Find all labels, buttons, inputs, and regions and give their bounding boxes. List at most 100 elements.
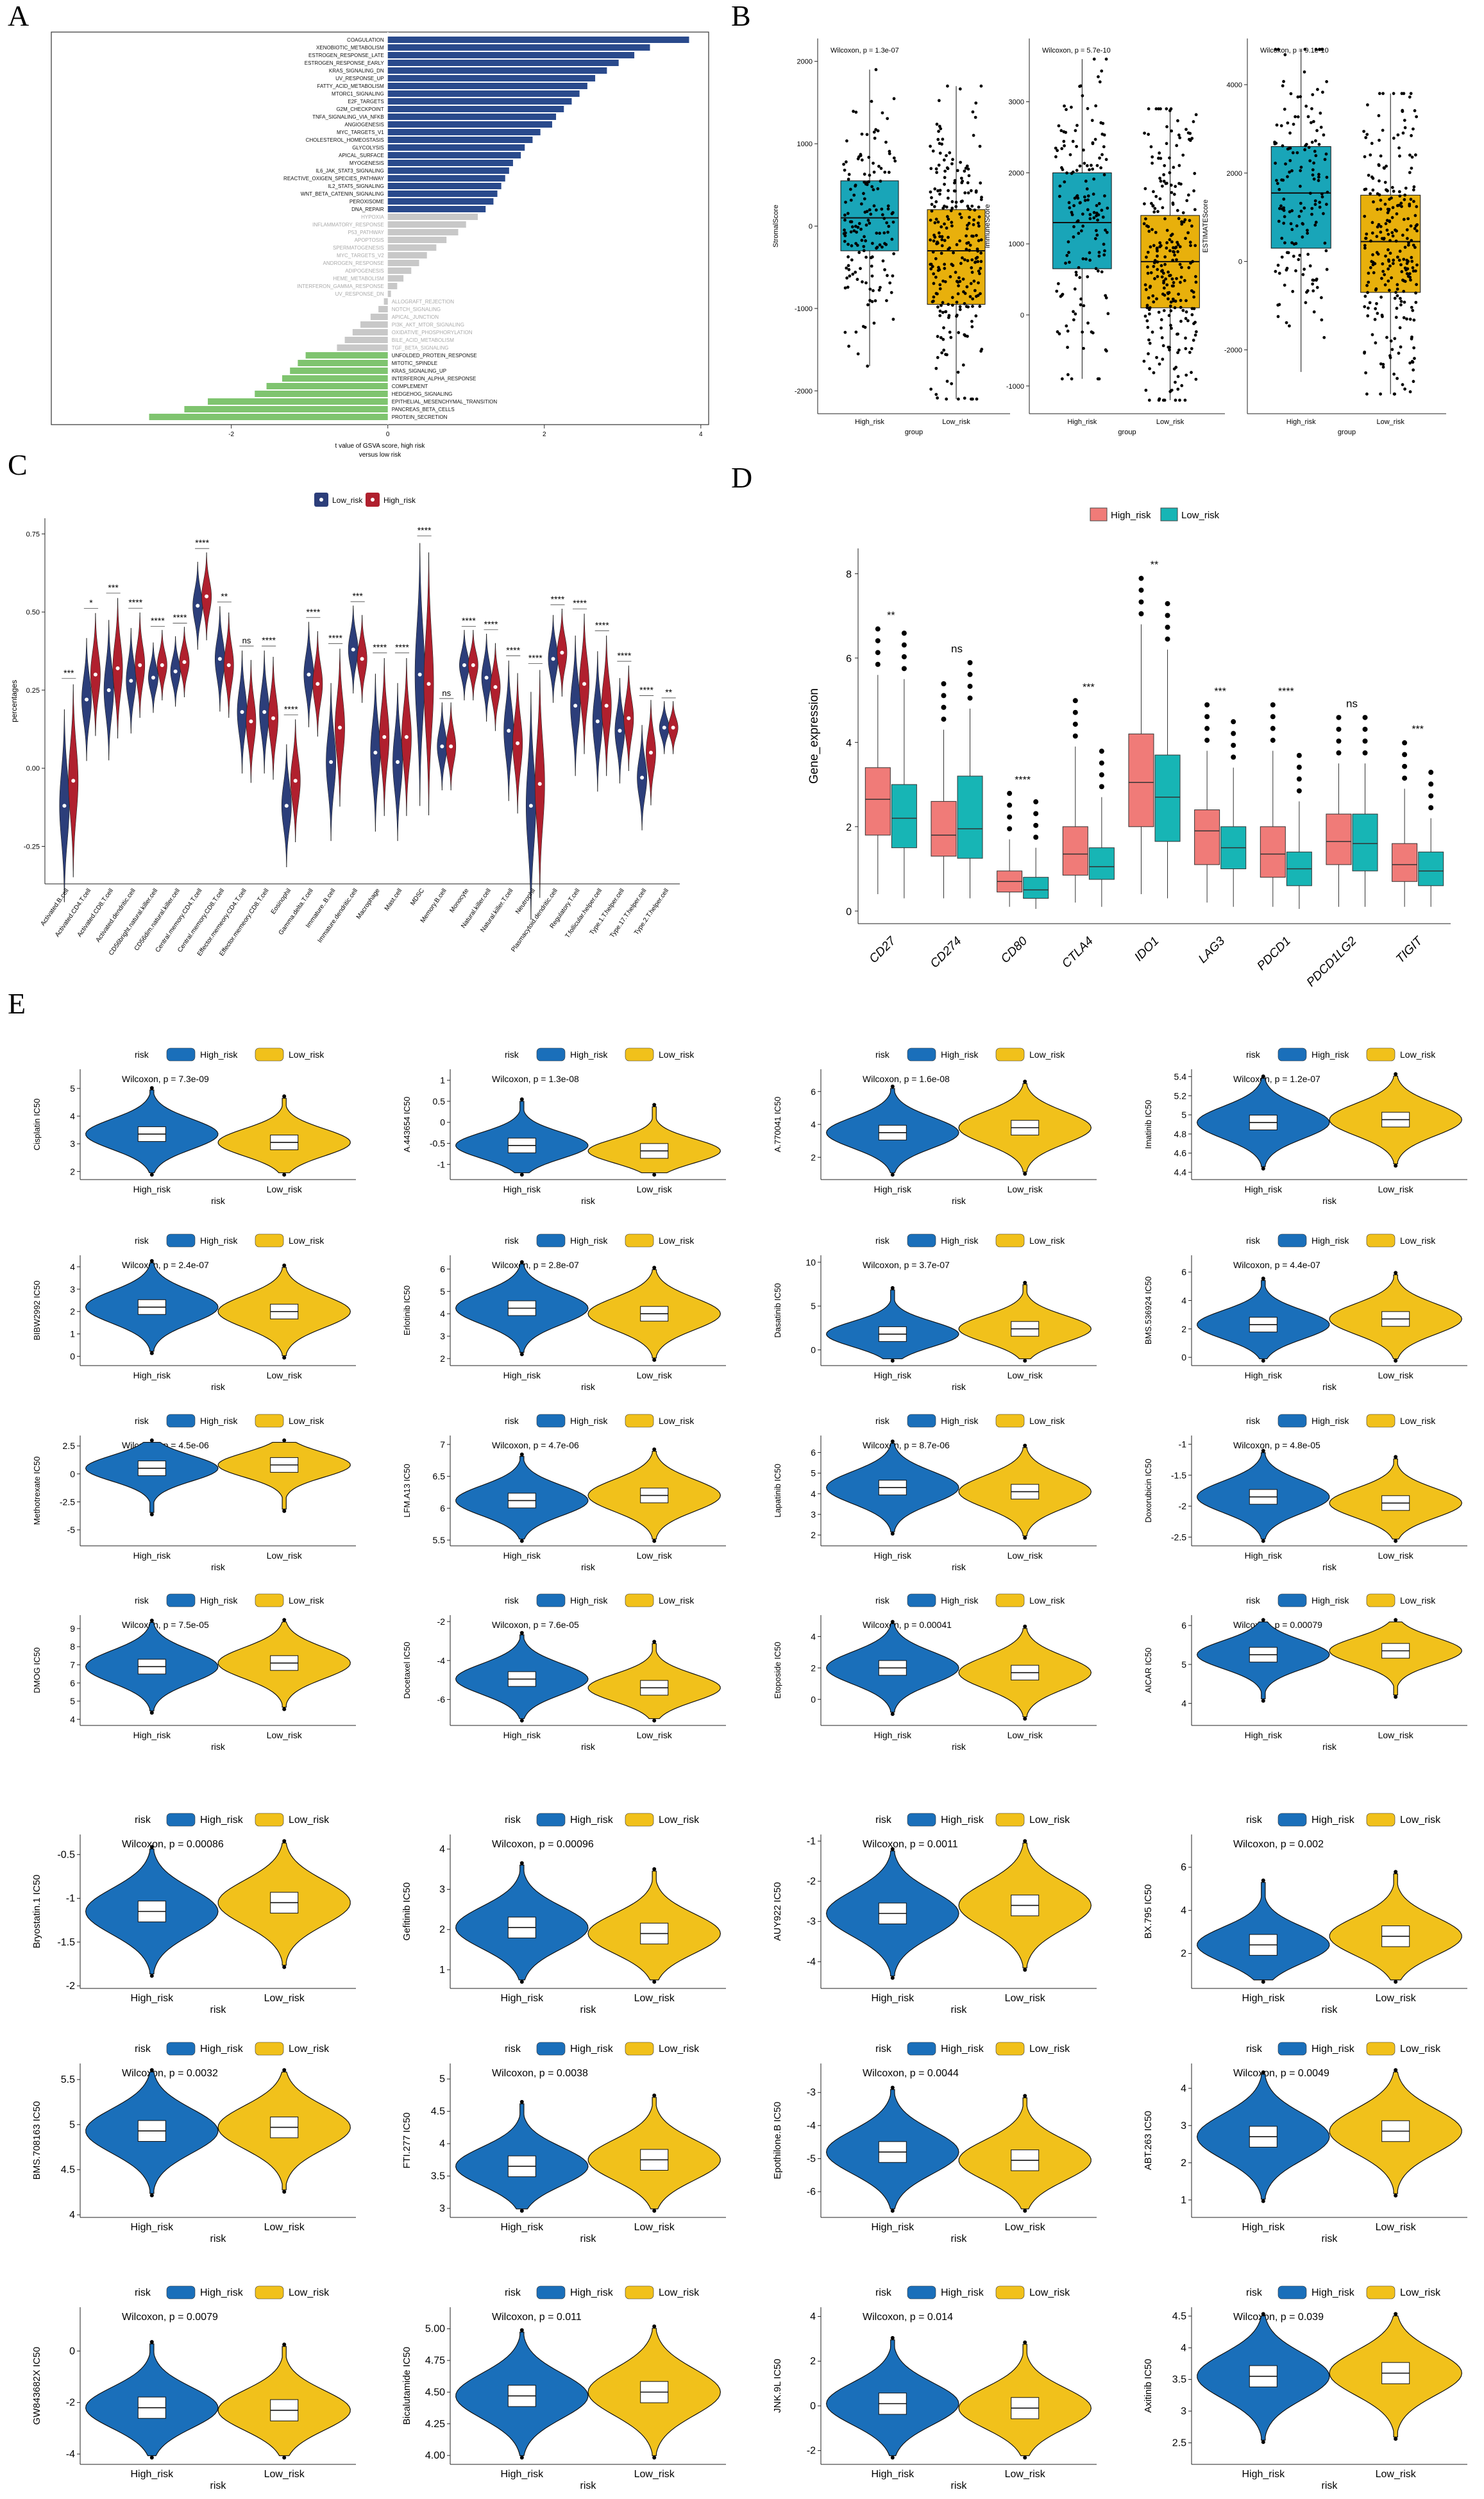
drug-plot-a-443654: risk High_risk Low_risk-1-0.500.51A.443654… (402, 1047, 726, 1206)
legend-label: Low_risk (1400, 1595, 1436, 1605)
category-label: HYPOXIA (361, 214, 384, 220)
legend-swatch-low (625, 2042, 654, 2056)
outlier-point (1138, 611, 1144, 616)
data-point (1165, 125, 1168, 128)
legend-swatch-low (255, 1047, 284, 1062)
legend-label: High_risk (941, 1416, 979, 1426)
outlier-point (652, 1867, 657, 1872)
y-tick-label: 4 (846, 738, 852, 749)
data-point (1180, 266, 1183, 269)
outlier-point (1007, 826, 1013, 832)
y-axis-title: Bicalutamide IC50 (401, 2347, 412, 2425)
y-tick-label: 2 (810, 2356, 816, 2367)
data-point (1415, 283, 1419, 287)
box-high_risk (1260, 826, 1286, 878)
category-label: MYC_TARGETS_V2 (337, 253, 384, 258)
legend-swatch-high (536, 1593, 566, 1607)
data-point (957, 331, 961, 334)
stat-label: Wilcoxon, p = 5.7e-10 (1042, 47, 1111, 55)
data-point (938, 283, 942, 287)
data-point (1388, 219, 1392, 223)
median-dot (329, 760, 333, 764)
x-tick-label: High_risk (503, 1184, 541, 1194)
data-point (974, 314, 978, 318)
x-axis-title: risk (211, 1382, 226, 1392)
median-dot (115, 666, 120, 670)
data-point (974, 189, 978, 193)
y-tick-label: -5 (67, 1525, 76, 1535)
significance-label: ** (887, 611, 895, 622)
data-point (1374, 307, 1378, 310)
violin-pair-macrophage: ****Macrophage (355, 642, 390, 920)
y-tick-label: 1 (440, 1075, 445, 1085)
data-point (1326, 191, 1329, 194)
data-point (933, 187, 937, 191)
data-point (883, 171, 887, 174)
data-point (958, 87, 962, 91)
legend-label: Low_risk (1181, 510, 1220, 521)
data-point (1094, 104, 1098, 108)
bar-interferon-gamma-response (387, 283, 398, 289)
data-point (1079, 297, 1083, 301)
data-point (979, 238, 983, 242)
data-point (974, 294, 978, 298)
data-point (882, 231, 886, 235)
data-point (1167, 314, 1171, 318)
data-point (1165, 246, 1168, 250)
data-point (1370, 175, 1374, 179)
data-point (1194, 280, 1198, 284)
outlier-point (890, 1439, 895, 1444)
x-tick-label: 0 (386, 431, 390, 438)
data-point (1273, 142, 1277, 146)
data-point (847, 173, 851, 176)
data-point (1412, 185, 1416, 189)
data-point (1084, 180, 1088, 183)
legend-swatch-low (1366, 1813, 1395, 1827)
outlier-point (149, 1173, 154, 1177)
data-point (971, 234, 975, 238)
data-point (1299, 95, 1303, 99)
outlier-point (1023, 1536, 1027, 1540)
data-point (1176, 332, 1179, 336)
outlier-point (282, 2342, 287, 2347)
data-point (1169, 183, 1173, 187)
x-tick-label: Low_risk (264, 2469, 305, 2480)
data-point (1162, 173, 1166, 176)
data-point (980, 196, 983, 199)
data-point (1156, 260, 1159, 264)
data-point (1095, 233, 1099, 237)
x-axis-title: risk (952, 1741, 966, 1752)
legend-title: risk (135, 1049, 149, 1060)
outlier-point (890, 1084, 895, 1089)
data-point (932, 205, 936, 208)
outlier-point (282, 2190, 287, 2194)
data-point (1325, 80, 1329, 83)
data-point (1153, 207, 1157, 210)
data-point (1275, 123, 1279, 127)
x-tick-label: Low_risk (267, 1370, 303, 1380)
legend-swatch-high (907, 1593, 936, 1607)
data-point (1082, 148, 1085, 152)
data-point (1168, 249, 1172, 253)
y-tick-label: 6 (1181, 1267, 1186, 1277)
data-point (940, 142, 943, 146)
median-dot (516, 741, 520, 745)
data-point (1379, 198, 1383, 202)
bar-angiogenesis (387, 121, 552, 128)
data-point (878, 232, 882, 235)
data-point (971, 297, 975, 301)
data-point (1097, 75, 1100, 79)
data-point (856, 225, 860, 229)
data-point (1171, 258, 1175, 262)
y-tick-label: 4 (811, 1489, 816, 1499)
data-point (1365, 284, 1369, 287)
data-point (929, 218, 932, 222)
outlier-point (1023, 1443, 1027, 1448)
data-point (1391, 262, 1395, 266)
legend-swatch-high (166, 1047, 196, 1062)
y-tick-label: 6 (440, 1503, 445, 1513)
data-point (1056, 149, 1059, 153)
data-point (942, 158, 946, 162)
legend-title: risk (505, 1049, 519, 1060)
data-point (1174, 300, 1177, 303)
